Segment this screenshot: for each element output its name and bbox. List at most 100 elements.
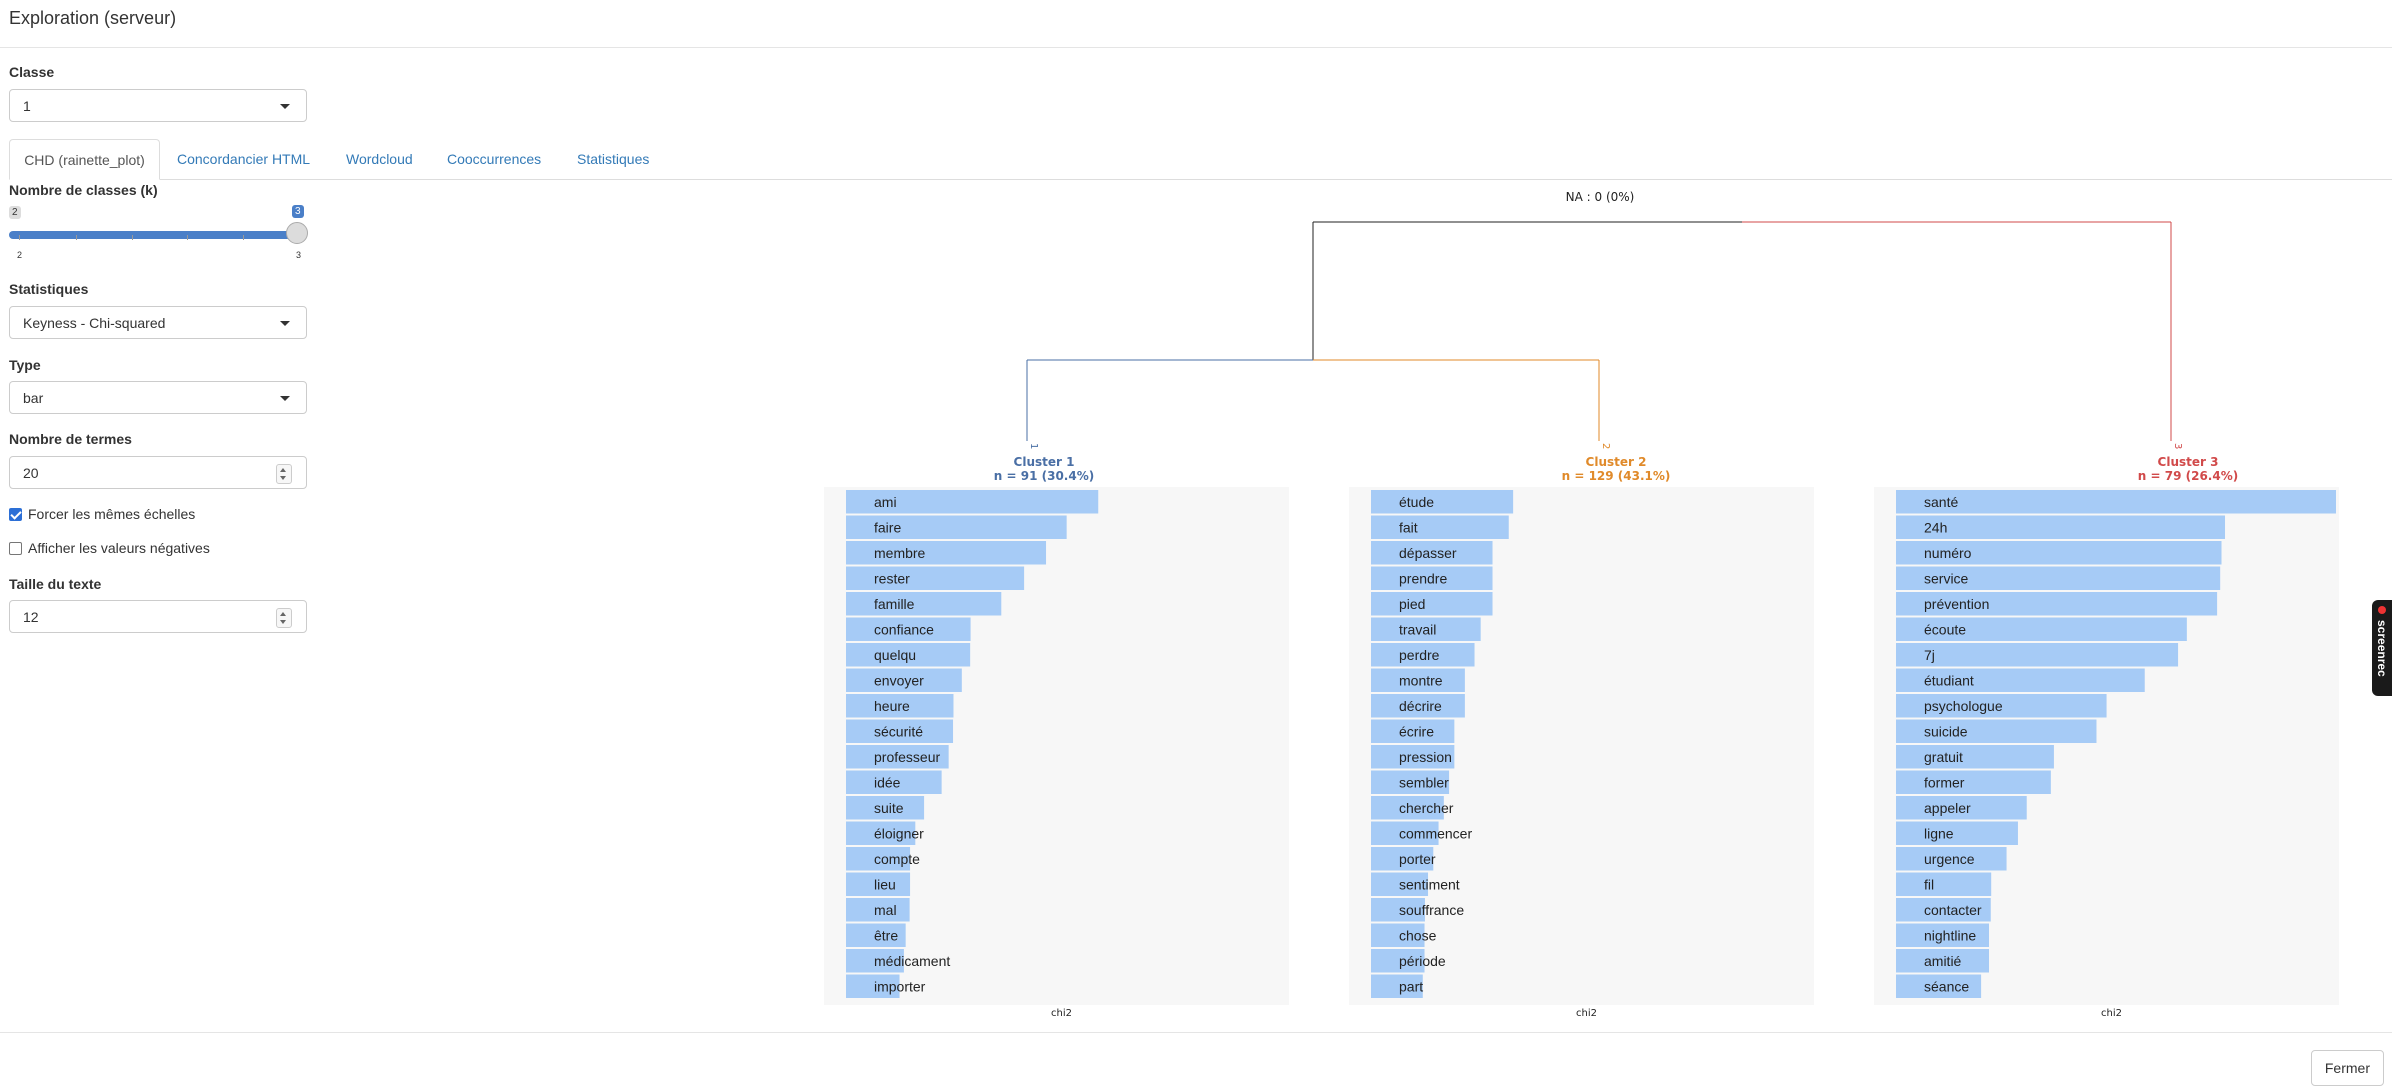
tab-concordancier[interactable]: Concordancier HTML (177, 151, 311, 167)
term-label: gratuit (1924, 749, 1963, 765)
tab-bar: CHD (rainette_plot) Concordancier HTML W… (9, 139, 2392, 180)
keyness-bar (1371, 592, 1493, 616)
slider-tick (76, 235, 77, 240)
term-label: appeler (1924, 800, 1971, 816)
term-label: lieu (874, 877, 896, 893)
term-label: urgence (1924, 851, 1975, 867)
term-label: idée (874, 775, 901, 791)
keyness-bar (846, 643, 971, 667)
keyness-bar (1896, 694, 2107, 718)
term-label: part (1399, 979, 1423, 995)
k-tick-label-min: 2 (17, 250, 23, 260)
keyness-bar (846, 566, 1025, 590)
tab-statistiques[interactable]: Statistiques (577, 151, 650, 167)
term-label: être (874, 928, 898, 944)
keyness-bar (1896, 668, 2145, 692)
term-label: chose (1399, 928, 1437, 944)
keyness-bar (1371, 541, 1493, 565)
keyness-bar (846, 668, 962, 692)
keyness-bar (846, 770, 942, 794)
nterms-input[interactable]: 20 (9, 456, 307, 489)
keyness-bar (1371, 974, 1423, 998)
keyness-bar (1896, 796, 2027, 820)
k-slider-handle[interactable] (286, 222, 308, 244)
term-label: 24h (1924, 520, 1947, 536)
term-label: pression (1399, 749, 1452, 765)
page-title: Exploration (serveur) (9, 8, 177, 28)
keyness-bar (846, 923, 906, 947)
keyness-bar (846, 490, 1099, 514)
close-button[interactable]: Fermer (2310, 1050, 2384, 1086)
term-label: importer (874, 979, 926, 995)
slider-tick (19, 235, 20, 240)
type-value: bar (23, 390, 44, 406)
classe-select[interactable]: 1 (9, 89, 307, 122)
stepper-up-icon (280, 612, 286, 616)
term-label: étudiant (1924, 673, 1974, 689)
chevron-down-icon (280, 104, 290, 109)
force-scales-checkbox[interactable] (9, 508, 22, 521)
k-min-bubble: 2 (9, 206, 21, 219)
term-label: santé (1924, 494, 1958, 510)
cluster-title: Cluster 1 (1014, 455, 1075, 469)
slider-tick (243, 235, 244, 240)
term-label: envoyer (874, 673, 924, 689)
term-label: travail (1399, 622, 1436, 638)
k-label: Nombre de classes (k) (9, 182, 158, 198)
x-axis-label: chi2 (1051, 1008, 1072, 1019)
tab-wordcloud[interactable]: Wordcloud (346, 151, 413, 167)
chevron-down-icon (280, 396, 290, 401)
screenrec-badge[interactable]: screenrec (2372, 600, 2392, 696)
dendrogram-leaf-label: 3 (2172, 443, 2183, 449)
keyness-bar (1896, 949, 1990, 973)
term-label: 7j (1924, 647, 1935, 663)
slider-tick (187, 235, 188, 240)
keyness-bar (846, 898, 910, 922)
text-size-stepper[interactable] (276, 608, 292, 628)
term-label: membre (874, 545, 926, 561)
type-select[interactable]: bar (9, 381, 307, 414)
tab-chd[interactable]: CHD (rainette_plot) (9, 139, 160, 180)
show-negative-checkbox[interactable] (9, 542, 22, 555)
keyness-bar (1371, 566, 1493, 590)
term-label: mal (874, 902, 897, 918)
term-label: porter (1399, 851, 1436, 867)
app-header: Exploration (serveur) (0, 0, 2392, 48)
tab-cooccurrences[interactable]: Cooccurrences (447, 151, 542, 167)
term-label: professeur (874, 749, 940, 765)
text-size-input[interactable]: 12 (9, 600, 307, 633)
term-label: nightline (1924, 928, 1976, 944)
term-label: contacter (1924, 902, 1982, 918)
k-slider-track[interactable] (9, 231, 299, 239)
keyness-bar (1371, 770, 1450, 794)
stats-select[interactable]: Keyness - Chi-squared (9, 306, 307, 339)
cluster-title: Cluster 3 (2158, 455, 2219, 469)
term-label: montre (1399, 673, 1443, 689)
keyness-bar (1896, 923, 1990, 947)
text-size-value: 12 (23, 609, 39, 625)
x-axis-label: chi2 (2101, 1008, 2122, 1019)
term-label: prendre (1399, 571, 1447, 587)
term-label: confiance (874, 622, 934, 638)
term-label: former (1924, 775, 1965, 791)
screenrec-text: screenrec (2375, 620, 2389, 677)
term-label: sembler (1399, 775, 1449, 791)
keyness-bar (1896, 490, 2336, 514)
keyness-bar (1371, 821, 1439, 845)
keyness-bar (1896, 872, 1992, 896)
keyness-bar (846, 872, 911, 896)
term-label: service (1924, 571, 1969, 587)
nterms-stepper[interactable] (276, 464, 292, 484)
term-label: chercher (1399, 800, 1454, 816)
show-negative-label: Afficher les valeurs négatives (28, 540, 210, 556)
classe-value: 1 (23, 98, 31, 114)
cluster-subtitle: n = 91 (30.4%) (994, 469, 1094, 483)
keyness-bar (846, 796, 925, 820)
term-label: prévention (1924, 596, 1989, 612)
term-label: pied (1399, 596, 1425, 612)
nterms-label: Nombre de termes (9, 431, 132, 447)
keyness-bar (1896, 515, 2226, 539)
keyness-bar (1896, 592, 2218, 616)
keyness-bar (1371, 898, 1425, 922)
keyness-bar (1896, 974, 1982, 998)
